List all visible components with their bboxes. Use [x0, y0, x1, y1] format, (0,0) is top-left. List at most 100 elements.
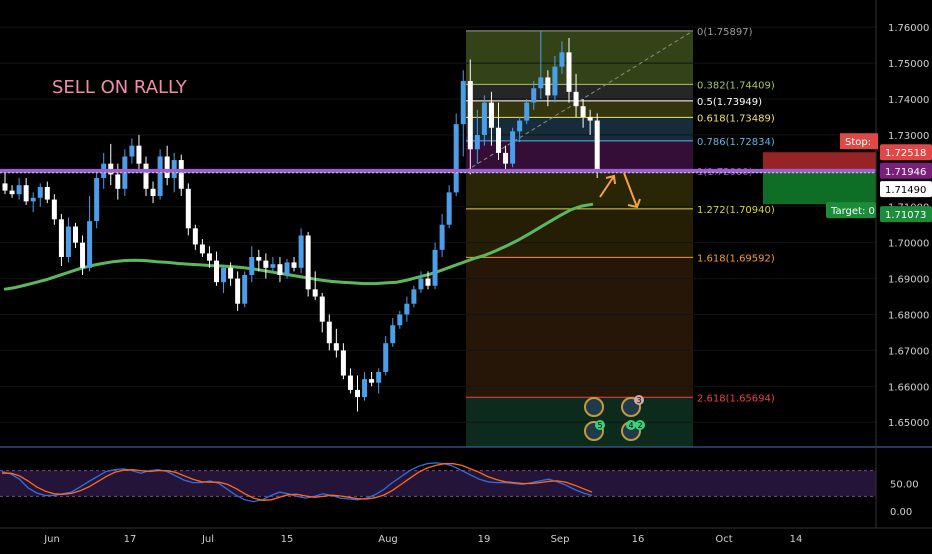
ma-line [3, 202, 594, 291]
event-badge-count [634, 395, 644, 405]
price-tick-label: 1.66000 [888, 382, 929, 393]
fib-zone [466, 30, 693, 85]
target-zone [763, 172, 876, 205]
candle-body [2, 183, 8, 191]
candle-body [51, 199, 57, 220]
candle-body [143, 163, 149, 189]
fib-level-label: 0(1.75897) [697, 27, 753, 38]
candle-body [383, 343, 389, 372]
time-tick-label: 17 [124, 534, 137, 545]
candle-body [453, 124, 459, 193]
fib-zone [466, 170, 693, 209]
candle-body [559, 52, 565, 67]
candle-body [87, 221, 93, 268]
target-price-badge [880, 206, 932, 223]
time-tick-label: 15 [281, 534, 294, 545]
price-tick-label: 1.70000 [888, 239, 929, 250]
candle-body [242, 274, 248, 304]
event-badge-count-text: 3 [636, 396, 641, 405]
event-badge-count-text: 4 [628, 421, 633, 430]
target-label-badge [826, 202, 876, 219]
stoch-series-line [1, 462, 593, 503]
candle-body [418, 278, 424, 290]
fib-level-label: 0.786(1.72834) [697, 137, 775, 148]
candle-body [460, 81, 466, 125]
event-badge-count [626, 420, 636, 430]
stoch-tick-label: 50.00 [890, 480, 919, 491]
candle-body [256, 257, 262, 261]
fib-zone [466, 257, 693, 398]
fib-level-label: 2.618(1.65694) [697, 393, 775, 404]
candle-body [73, 226, 78, 243]
candle-body [136, 145, 142, 164]
stop-price-badge [880, 144, 932, 161]
candle-body [326, 321, 332, 344]
candle-body [390, 325, 396, 344]
moving-average [3, 202, 594, 291]
fib-level-label: 1.618(1.69592) [697, 253, 775, 264]
price-tick-label: 1.65000 [888, 418, 929, 429]
event-badge-count [635, 420, 645, 430]
candle-body [150, 188, 156, 196]
candle-body [284, 262, 290, 275]
candle-body [94, 178, 100, 222]
fib-level-label: 0.618(1.73489) [697, 113, 775, 124]
event-badge-count [595, 420, 605, 430]
event-badge-count-text: 2 [637, 421, 642, 430]
candle-body [80, 242, 86, 268]
candle-body [594, 120, 600, 171]
candle-body [319, 296, 325, 322]
candle-body [355, 389, 360, 398]
candle-body [178, 160, 184, 189]
arrow-up [599, 174, 616, 198]
time-tick-label: Oct [715, 534, 732, 545]
candle-body [467, 81, 473, 150]
candle-body [404, 303, 410, 315]
stoch-series-line [2, 463, 593, 501]
candle-body [573, 91, 579, 107]
candle-body [249, 257, 255, 275]
candle-body [9, 190, 15, 195]
price-tick-label: 1.67000 [888, 346, 929, 357]
candle-body [305, 235, 311, 290]
candle-body [16, 185, 22, 195]
fib-zone [466, 84, 693, 101]
fib-level-label: 0.5(1.73949) [697, 97, 762, 108]
candle-body [37, 186, 43, 198]
candle-body [432, 249, 438, 286]
candle-body [369, 379, 375, 383]
event-badge-icon[interactable] [584, 397, 604, 417]
candle-body [164, 156, 170, 179]
time-tick-label: Sep [551, 534, 570, 545]
candle-body [291, 262, 297, 268]
fib-trend-line [465, 30, 694, 172]
candle-body [115, 174, 121, 189]
cursor-price-badge [880, 181, 932, 198]
candle-body [65, 226, 71, 258]
current-price-badge-text: 1.71946 [885, 167, 926, 178]
candle-body [538, 77, 544, 89]
fib-zone [466, 100, 693, 118]
candle-body [376, 371, 382, 383]
candle-body [333, 343, 339, 351]
candle-body [545, 77, 551, 96]
candle-body [30, 197, 36, 202]
price-tick-label: 1.68000 [888, 310, 929, 321]
candle-body [129, 145, 135, 157]
fib-zone [466, 208, 693, 258]
price-tick-label: 1.73000 [888, 131, 929, 142]
arrow-down [623, 172, 641, 209]
candle-body [58, 219, 64, 258]
target-price-badge-text: 1.71073 [885, 210, 926, 221]
event-badge-count-text: 5 [597, 421, 602, 430]
candle-body [587, 116, 593, 121]
candle-body [481, 102, 487, 135]
candle-body [474, 134, 480, 150]
candle-body [157, 156, 163, 196]
stochastic-panel: 50.00 0.00 [0, 446, 932, 518]
candle-body [503, 152, 509, 164]
target-label-text: Target: 0 [830, 206, 875, 217]
candle-body [439, 224, 445, 250]
candle-body [228, 267, 234, 279]
